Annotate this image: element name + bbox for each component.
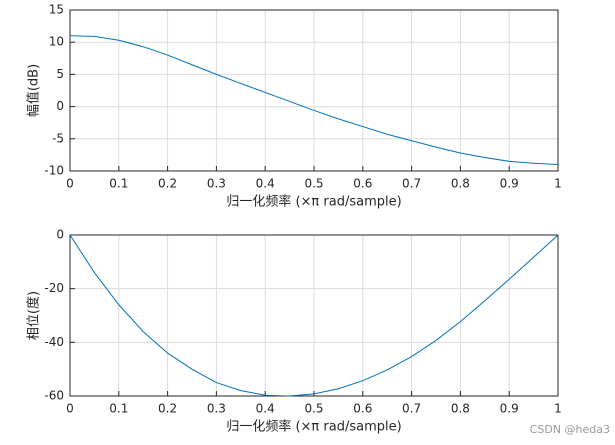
x-tick-label: 0.4 bbox=[256, 402, 275, 416]
x-tick-label: 0.4 bbox=[256, 177, 275, 191]
x-tick-label: 0.8 bbox=[451, 402, 470, 416]
x-tick-label: 0.7 bbox=[402, 177, 421, 191]
y-tick-label: -5 bbox=[52, 131, 64, 145]
y-tick-label: 0 bbox=[56, 99, 64, 113]
y-tick-label: 15 bbox=[49, 3, 64, 17]
y-tick-label: -20 bbox=[44, 281, 64, 295]
x-tick-label: 0.8 bbox=[451, 177, 470, 191]
y-tick-label: -10 bbox=[44, 164, 64, 178]
y-tick-label: -40 bbox=[44, 335, 64, 349]
x-tick-label: 0 bbox=[66, 177, 74, 191]
x-tick-label: 0.2 bbox=[158, 402, 177, 416]
x-tick-label: 0.7 bbox=[402, 402, 421, 416]
data-line bbox=[69, 234, 559, 397]
x-tick-label: 0.5 bbox=[304, 177, 323, 191]
x-tick-label: 0 bbox=[66, 402, 74, 416]
x-tick-label: 1 bbox=[554, 402, 562, 416]
y-axis-label: 幅值(dB) bbox=[26, 64, 42, 117]
data-line bbox=[69, 35, 559, 166]
axes-frame bbox=[69, 234, 559, 397]
x-tick-label: 0.9 bbox=[500, 177, 519, 191]
y-tick-label: 0 bbox=[56, 228, 64, 242]
y-tick-label: -60 bbox=[44, 389, 64, 403]
x-axis-label: 归一化频率 (×π rad/sample) bbox=[226, 194, 401, 210]
y-axis-label: 相位(度) bbox=[26, 291, 42, 340]
watermark: CSDN @heda3 bbox=[530, 423, 610, 436]
x-tick-label: 0.6 bbox=[353, 402, 372, 416]
y-tick-label: 10 bbox=[49, 35, 64, 49]
x-tick-label: 1 bbox=[554, 177, 562, 191]
x-tick-label: 0.5 bbox=[304, 402, 323, 416]
y-tick-label: 5 bbox=[56, 67, 64, 81]
x-axis-label: 归一化频率 (×π rad/sample) bbox=[226, 419, 401, 435]
x-tick-label: 0.2 bbox=[158, 177, 177, 191]
axes-frame bbox=[69, 9, 559, 172]
x-tick-label: 0.6 bbox=[353, 177, 372, 191]
x-tick-label: 0.3 bbox=[207, 177, 226, 191]
x-tick-label: 0.9 bbox=[500, 402, 519, 416]
x-tick-label: 0.3 bbox=[207, 402, 226, 416]
x-tick-label: 0.1 bbox=[109, 402, 128, 416]
x-tick-label: 0.1 bbox=[109, 177, 128, 191]
